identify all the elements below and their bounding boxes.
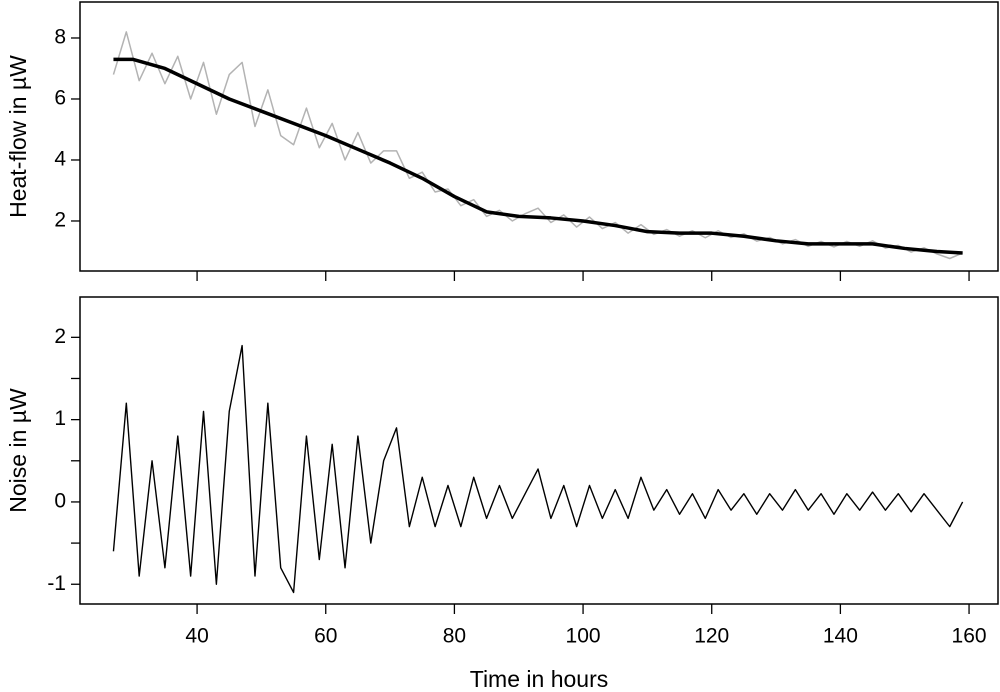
- x-tick-label: 80: [443, 625, 466, 648]
- data-line: [112, 31, 963, 260]
- y-tick-label: 6: [54, 87, 66, 110]
- y-tick-label: 2: [54, 325, 66, 348]
- x-axis-label: Time in hours: [470, 666, 608, 692]
- y-tick-label: 8: [54, 26, 66, 49]
- y-tick-label: -1: [47, 572, 66, 595]
- y-axis-label: Heat-flow in µW: [5, 55, 31, 218]
- y-tick-label: 1: [54, 407, 66, 430]
- x-tick-label: 120: [694, 625, 729, 648]
- y-axis-label: Noise in µW: [5, 388, 31, 513]
- plot-frame: [79, 296, 999, 605]
- x-tick-label: 140: [823, 625, 858, 648]
- x-tick-label: 40: [185, 625, 208, 648]
- y-tick-label: 0: [54, 489, 66, 512]
- data-line: [112, 344, 964, 594]
- y-tick-label: 4: [54, 148, 66, 171]
- y-tick-label: 2: [54, 209, 66, 232]
- x-tick-label: 100: [566, 625, 601, 648]
- plot-frame: [79, 1, 999, 272]
- x-tick-label: 160: [952, 625, 987, 648]
- x-tick-label: 60: [314, 625, 337, 648]
- data-line: [113, 57, 963, 255]
